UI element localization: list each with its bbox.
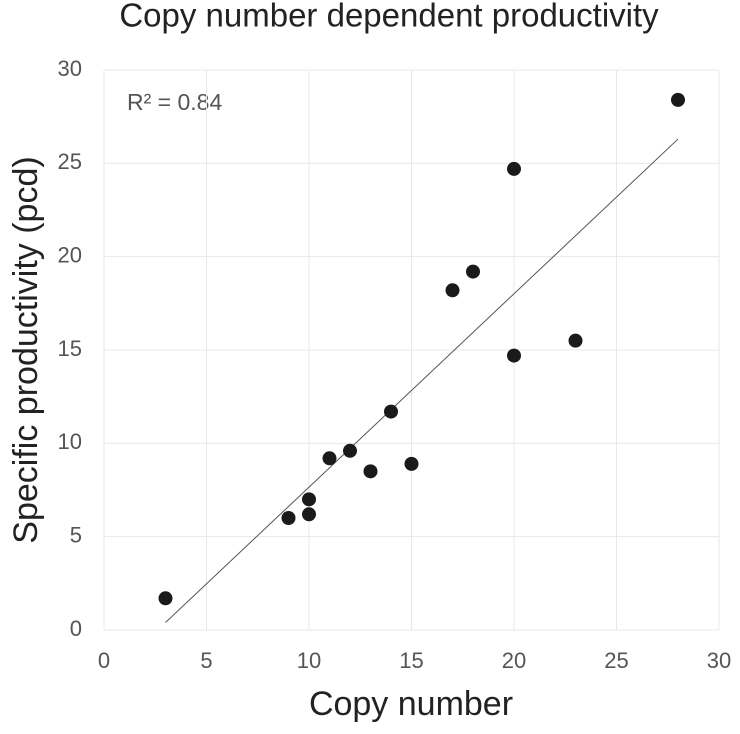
trendline [165, 138, 679, 623]
point [507, 348, 521, 363]
x-tick-label: 20 [502, 648, 526, 673]
point [281, 511, 296, 525]
point [507, 161, 521, 176]
point [302, 507, 316, 522]
x-tick-label: 5 [200, 648, 212, 673]
y-tick-label: 10 [58, 429, 82, 454]
point [343, 443, 357, 458]
y-tick-label: 30 [58, 56, 82, 81]
point [466, 264, 480, 279]
chart-title: Copy number dependent productivity [119, 0, 659, 34]
point [568, 333, 583, 348]
y-tick-label: 5 [70, 522, 82, 547]
point [158, 591, 173, 606]
x-tick-label: 0 [98, 648, 110, 673]
x-axis-label: Copy number [309, 685, 513, 723]
point [384, 404, 398, 419]
y-tick-label: 20 [58, 242, 82, 267]
annotation: R² = 0.84 [127, 89, 222, 115]
point [322, 451, 337, 466]
y-axis-label: Specific productivity (pcd) [7, 156, 45, 543]
x-tick-label: 15 [399, 648, 423, 673]
point [302, 492, 316, 507]
y-tick-label: 15 [58, 336, 82, 361]
point [363, 464, 378, 479]
point [445, 283, 460, 298]
point [671, 92, 685, 107]
x-tick-label: 10 [297, 648, 321, 673]
y-tick-label: 0 [70, 616, 82, 641]
x-tick-label: 30 [707, 648, 731, 673]
y-tick-label: 25 [58, 149, 82, 174]
point [404, 456, 419, 471]
x-tick-label: 25 [604, 648, 628, 673]
